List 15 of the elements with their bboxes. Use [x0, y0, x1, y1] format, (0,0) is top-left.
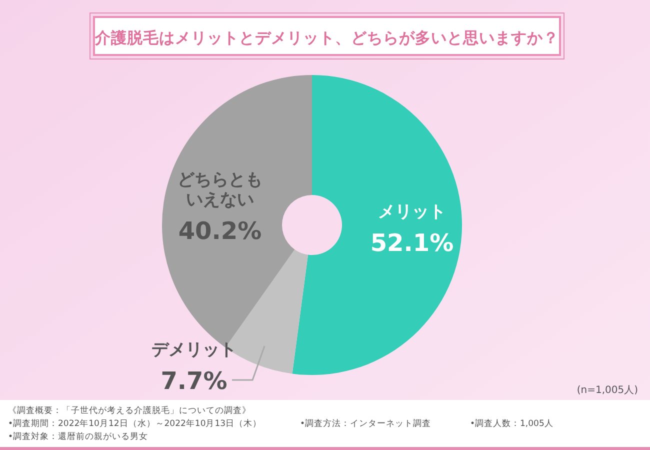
text: •調査対象：還暦前の親がいる男女	[8, 431, 148, 442]
chart-title: 介護脱毛はメリットとデメリット、どちらが多いと思いますか？	[94, 29, 559, 47]
donut-slice	[292, 75, 462, 375]
text: •調査方法：インターネット調査	[300, 418, 432, 429]
data-label: 40.2%	[178, 217, 262, 245]
slice-label: デメリット	[152, 340, 236, 360]
text: (n=1,005人)	[576, 385, 638, 396]
slice-label: どちらともいえない	[178, 170, 262, 210]
data-label: 52.1%	[370, 229, 454, 257]
donut-slice	[225, 249, 308, 374]
data-label: 7.7%	[160, 367, 228, 395]
text: •調査期間：2022年10月12日（水）～2022年10月13日（木）	[8, 418, 262, 429]
text: 《調査概要：「子世代が考える介護脱毛」についての調査》	[8, 405, 251, 416]
text: •調査人数：1,005人	[470, 418, 554, 429]
slice-label: メリット	[378, 202, 446, 222]
